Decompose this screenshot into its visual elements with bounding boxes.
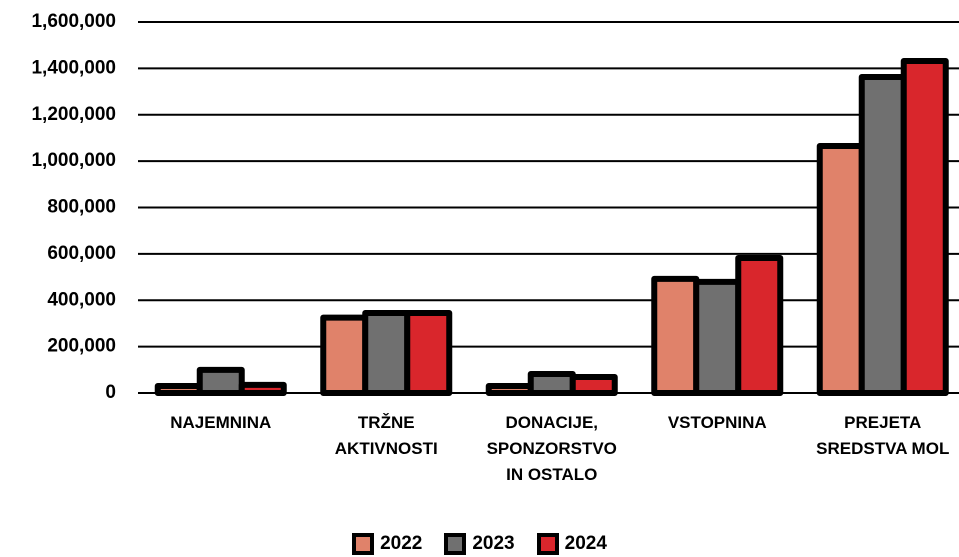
- legend-swatch: [536, 533, 559, 555]
- bar: [816, 143, 865, 396]
- legend: 2022 2023 2024: [0, 533, 959, 555]
- y-tick-label: 0: [105, 382, 116, 403]
- bar: [154, 383, 203, 397]
- y-tick-label: 1,400,000: [31, 57, 116, 78]
- bar: [735, 255, 784, 396]
- x-tick-label: NAJEMNINA: [170, 413, 272, 432]
- legend-label: 2023: [472, 533, 515, 554]
- legend-label: 2024: [564, 533, 607, 554]
- x-tick-label: PREJETA SREDSTVA MOL: [816, 413, 950, 458]
- x-tick-label: VSTOPNINA: [667, 413, 767, 432]
- x-tick-label: DONACIJE, SPONZORSTVO IN OSTALO: [486, 413, 617, 484]
- legend-swatch: [352, 533, 375, 555]
- legend-item: 2022: [352, 533, 422, 555]
- y-tick-label: 800,000: [47, 197, 116, 218]
- bar: [404, 310, 453, 396]
- bar: [900, 57, 949, 397]
- x-tick-label: TRŽNE AKTIVNOSTI: [334, 413, 438, 458]
- y-tick-label: 400,000: [47, 289, 116, 310]
- bar: [651, 275, 700, 397]
- bar: [569, 374, 618, 396]
- bar: [485, 383, 534, 397]
- bar: [858, 73, 907, 396]
- y-tick-label: 1,200,000: [31, 104, 116, 125]
- y-tick-label: 1,600,000: [31, 11, 116, 32]
- bar: [362, 310, 411, 396]
- bar: [196, 366, 245, 396]
- legend-label: 2022: [380, 533, 423, 554]
- y-tick-label: 1,000,000: [31, 150, 116, 171]
- bar: [320, 314, 369, 396]
- y-tick-label: 600,000: [47, 243, 116, 264]
- bar: [527, 370, 576, 396]
- bar: [238, 381, 287, 396]
- y-tick-label: 200,000: [47, 336, 116, 357]
- bar: [693, 278, 742, 397]
- legend-item: 2024: [536, 533, 607, 555]
- legend-swatch: [444, 533, 467, 555]
- legend-item: 2023: [444, 533, 515, 555]
